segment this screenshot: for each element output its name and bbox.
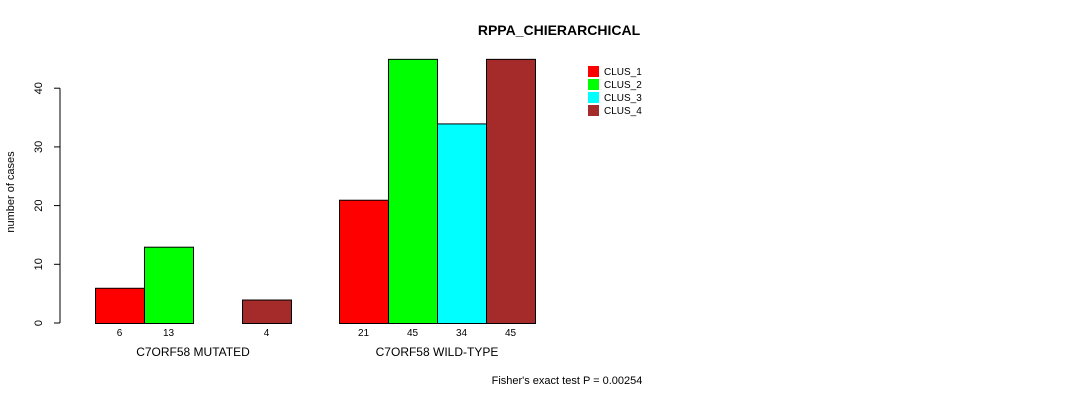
bar-value-label: 4	[264, 328, 270, 339]
bar-clus-2	[144, 246, 194, 324]
y-tick-label: 10	[33, 258, 45, 270]
bar-value-label: 13	[163, 328, 175, 339]
y-tick-label: 0	[33, 320, 45, 326]
bar-value-label: 6	[117, 328, 123, 339]
bar-value-label: 21	[358, 328, 370, 339]
bar-clus-4	[242, 299, 292, 324]
bar-clus-4	[486, 58, 536, 324]
bar-clus-1	[339, 199, 389, 324]
group-label: C7ORF58 MUTATED	[136, 345, 250, 359]
y-tick-label: 30	[33, 141, 45, 153]
legend-swatch	[588, 105, 599, 116]
legend-swatch	[588, 92, 599, 103]
bar-clus-3	[437, 123, 487, 324]
y-axis-label: number of cases	[5, 151, 17, 233]
group-labels: C7ORF58 MUTATED C7ORF58 WILD-TYPE	[136, 345, 498, 359]
legend-swatch	[588, 79, 599, 90]
bar-value-label: 45	[505, 328, 517, 339]
legend-label: CLUS_1	[604, 67, 642, 78]
legend-label: CLUS_3	[604, 93, 642, 104]
legend-label: CLUS_4	[604, 106, 642, 117]
bar-value-label: 45	[407, 328, 419, 339]
y-axis: 0 10 20 30 40	[33, 82, 61, 326]
chart-title: RPPA_CHIERARCHICAL	[478, 22, 641, 38]
legend: CLUS_1 CLUS_2 CLUS_3 CLUS_4	[588, 66, 642, 117]
y-tick-label: 20	[33, 199, 45, 211]
bar-clus-1	[95, 287, 145, 324]
bars: 6 13 4 21 45 34 45	[95, 58, 536, 339]
legend-swatch	[588, 66, 599, 77]
group-label: C7ORF58 WILD-TYPE	[376, 345, 499, 359]
legend-label: CLUS_2	[604, 80, 642, 91]
bar-value-label: 34	[456, 328, 468, 339]
bar-clus-2	[388, 58, 438, 324]
footnote: Fisher's exact test P = 0.00254	[492, 375, 643, 387]
y-tick-label: 40	[33, 82, 45, 94]
